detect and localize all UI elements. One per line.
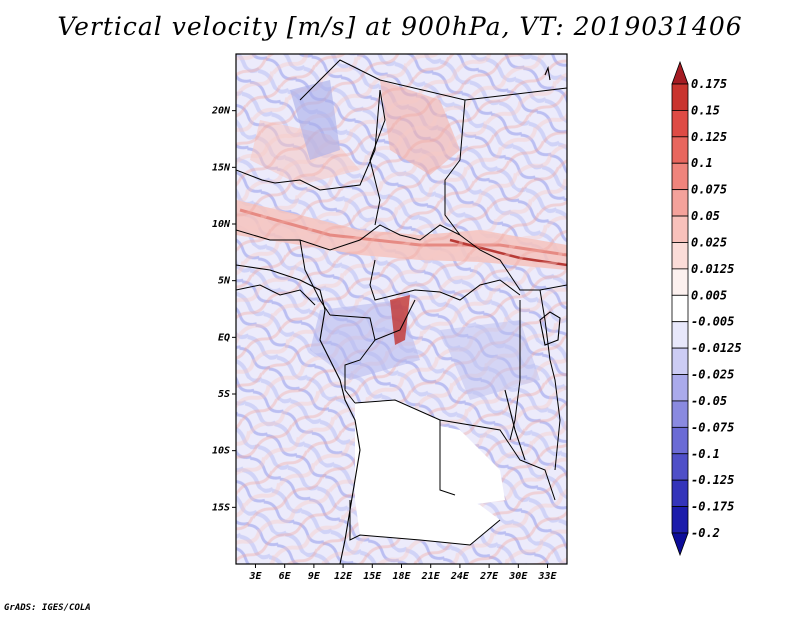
colorbar-label: 0.005 bbox=[691, 288, 727, 302]
colorbar-label: 0.125 bbox=[691, 130, 727, 144]
colorbar-swatch bbox=[671, 400, 689, 428]
latitude-axis: 20N 15N 10N 5N EQ 5S 10S 15S bbox=[211, 106, 236, 513]
colorbar-swatch bbox=[671, 321, 689, 349]
lon-label: 3E bbox=[248, 571, 262, 582]
colorbar-top-arrow bbox=[671, 60, 689, 85]
colorbar-swatch bbox=[671, 268, 689, 296]
lat-label: 15S bbox=[212, 502, 230, 513]
coastline bbox=[236, 66, 561, 564]
field-shading bbox=[236, 54, 567, 564]
colorbar-label: -0.1 bbox=[691, 447, 720, 461]
colorbar-swatch bbox=[671, 215, 689, 243]
lon-label: 33E bbox=[537, 571, 557, 582]
colorbar-swatch bbox=[671, 426, 689, 455]
colorbar-label: -0.075 bbox=[691, 420, 734, 434]
colorbar-swatch bbox=[671, 347, 689, 375]
lon-label: 6E bbox=[279, 571, 292, 582]
chart-title: Vertical velocity [m/s] at 900hPa, VT: 2… bbox=[57, 12, 743, 41]
lon-label: 15E bbox=[363, 571, 382, 582]
colorbar-label: -0.005 bbox=[691, 315, 734, 329]
colorbar-label: 0.05 bbox=[691, 209, 720, 223]
country-borders bbox=[236, 59, 567, 546]
colorbar-label: 0.175 bbox=[691, 77, 727, 91]
colorbar-swatch bbox=[671, 136, 689, 164]
lon-label: 18E bbox=[392, 571, 411, 582]
colorbar-swatch bbox=[671, 453, 689, 481]
colorbar-swatch bbox=[671, 242, 689, 270]
lon-label: 9E bbox=[308, 571, 321, 582]
colorbar-label: 0.15 bbox=[691, 103, 720, 117]
longitude-axis: 3E 6E 9E 12E 15E 18E 21E 24E 27E 30E 33E bbox=[248, 564, 558, 582]
colorbar-swatch bbox=[671, 110, 689, 138]
colorbar-label: 0.1 bbox=[691, 156, 713, 170]
colorbar-label: 0.0125 bbox=[691, 262, 734, 276]
colorbar-swatch bbox=[671, 506, 689, 534]
lat-label: 15N bbox=[212, 162, 231, 173]
colorbar-label: -0.05 bbox=[691, 394, 727, 408]
colorbar-label: -0.175 bbox=[691, 500, 734, 514]
lat-label: 5S bbox=[218, 389, 230, 400]
lon-label: 24E bbox=[450, 571, 470, 582]
colorbar: 0.175 0.15 0.125 0.1 0.075 0.05 0.025 0.0125 0.0… bbox=[671, 60, 742, 557]
lat-label: 20N bbox=[211, 106, 231, 117]
lat-label: 10S bbox=[212, 446, 230, 457]
colorbar-label: -0.2 bbox=[691, 526, 720, 540]
colorbar-swatch bbox=[671, 374, 689, 402]
lat-label: 10N bbox=[212, 219, 231, 230]
lat-label: 5N bbox=[218, 276, 231, 287]
lon-label: 12E bbox=[334, 571, 353, 582]
lon-label: 21E bbox=[421, 571, 441, 582]
grads-credit: GrADS: IGES/COLA bbox=[4, 603, 91, 613]
lat-label: EQ bbox=[218, 332, 230, 343]
colorbar-swatch bbox=[671, 83, 689, 111]
colorbar-swatch bbox=[671, 162, 689, 191]
colorbar-label: 0.075 bbox=[691, 183, 727, 197]
colorbar-label: -0.125 bbox=[691, 473, 734, 487]
lon-label: 27E bbox=[479, 571, 499, 582]
colorbar-label: -0.0125 bbox=[691, 341, 742, 355]
colorbar-bottom-arrow bbox=[671, 532, 689, 557]
colorbar-swatch bbox=[671, 294, 689, 323]
lon-label: 30E bbox=[508, 571, 528, 582]
colorbar-swatch bbox=[671, 479, 689, 507]
colorbar-swatch bbox=[671, 189, 689, 217]
colorbar-label: -0.025 bbox=[691, 368, 734, 382]
colorbar-label: 0.025 bbox=[691, 235, 727, 249]
